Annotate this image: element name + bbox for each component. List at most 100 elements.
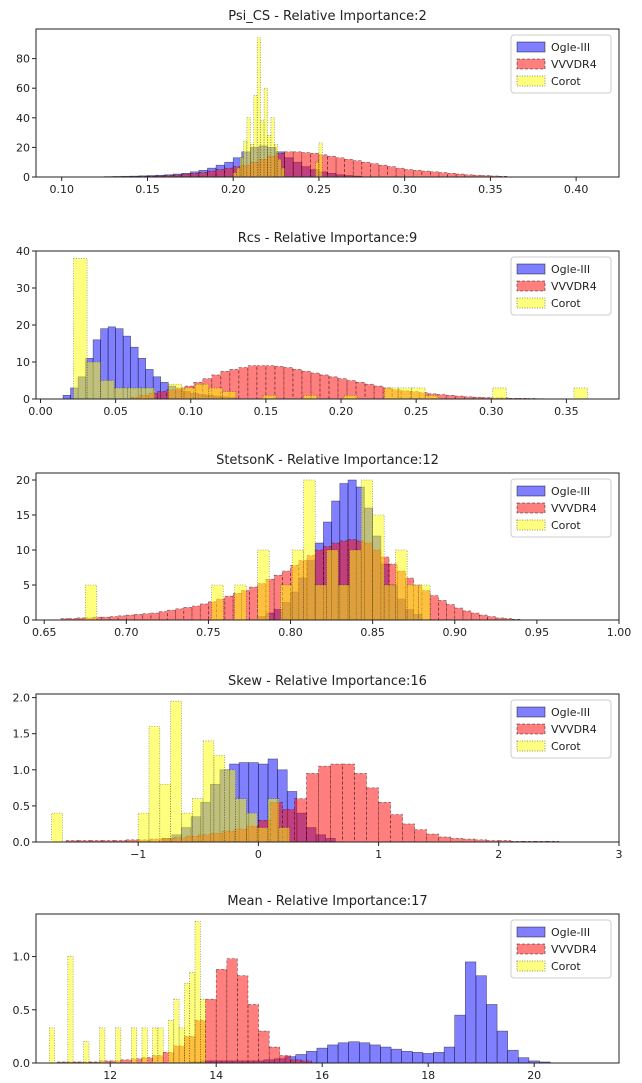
bars (104, 37, 508, 177)
bar-vvvdr4-15 (183, 607, 193, 620)
bar-vvvdr4-35 (445, 394, 456, 399)
y-tick-label: 40 (16, 245, 30, 258)
series-corot (73, 258, 588, 399)
subplot-1: Psi_CS - Relative Importance:2 0.10 0.15 0.… (16, 9, 620, 196)
legend-swatch-corot (516, 297, 546, 309)
bar-ogle-iii-0 (62, 394, 71, 399)
y-tick-label: 0.5 (13, 800, 31, 813)
bar-corot-12 (372, 514, 385, 620)
legend-label-vvvdr4: VVVDR4 (551, 723, 597, 736)
bar-vvvdr4-5 (172, 174, 183, 177)
bar-corot-1 (86, 361, 101, 399)
legend-swatch-ogle-iii (516, 706, 546, 718)
bar-vvvdr4-19 (258, 1030, 270, 1063)
bar-vvvdr4-3 (157, 391, 168, 399)
bars (62, 258, 588, 399)
bar-vvvdr4-54 (503, 618, 513, 620)
y-tick-label: 0.0 (13, 836, 31, 849)
bar-corot-11 (178, 1027, 185, 1063)
bar-corot-3 (243, 141, 248, 177)
bar-corot-13 (343, 394, 358, 399)
legend-swatch-vvvdr4 (516, 502, 546, 514)
x-tick-label: 0.15 (135, 183, 160, 196)
bar-vvvdr4-31 (395, 167, 405, 177)
x-tick-label: 0.20 (221, 183, 246, 196)
bar-ogle-iii-30 (507, 1049, 519, 1063)
bar-vvvdr4-12 (158, 611, 168, 620)
bar-vvvdr4-29 (378, 164, 388, 177)
y-tick-label: 0 (23, 171, 30, 184)
y-tick-label: 10 (16, 544, 30, 557)
subplot-5: Mean - Relative Importance:17 12 14 16 18 20 0… (13, 894, 620, 1082)
bar-vvvdr4-15 (265, 365, 276, 399)
y-tick-label: 10 (16, 356, 30, 369)
bar-vvvdr4-45 (429, 595, 439, 620)
bar-vvvdr4-8 (126, 614, 135, 620)
bar-corot-14 (280, 167, 285, 177)
bar-vvvdr4-17 (237, 975, 249, 1063)
bar-vvvdr4-13 (247, 365, 258, 399)
legend-swatch-vvvdr4 (516, 58, 546, 70)
bar-vvvdr4-28 (402, 823, 415, 842)
bar-corot-4 (246, 117, 251, 177)
y-tick-label: 1.5 (13, 728, 31, 741)
bar-vvvdr4-24 (354, 773, 367, 842)
bar-vvvdr4-9 (207, 170, 217, 177)
bar-corot-12 (303, 394, 318, 399)
x-tick-label: 0.20 (329, 405, 354, 418)
legend-swatch-corot (516, 960, 546, 972)
bar-ogle-iii-15 (348, 1041, 360, 1063)
legend-swatch-corot (516, 740, 546, 752)
bar-vvvdr4-24 (335, 157, 345, 177)
x-tick-label: 0.00 (28, 405, 53, 418)
legend: Ogle-III VVVDR4 Corot (510, 34, 612, 94)
subplot-4: Skew - Relative Importance:16 −1 0 1 2 3 0.0 0.… (13, 674, 623, 861)
x-tick-label: 0.05 (103, 405, 128, 418)
bar-vvvdr4-51 (479, 614, 488, 620)
bar-corot-6 (167, 383, 183, 399)
bar-corot-8 (213, 755, 226, 842)
bar-corot-14 (395, 549, 408, 620)
bar-vvvdr4-27 (361, 161, 371, 177)
bar-vvvdr4-35 (430, 171, 440, 177)
legend-label-corot: Corot (551, 75, 581, 88)
x-tick-label: −1 (130, 848, 146, 861)
bar-vvvdr4-5 (125, 839, 139, 842)
subplot-title: Psi_CS - Relative Importance:2 (228, 9, 427, 24)
bar-corot-3 (257, 549, 270, 620)
x-tick-label: 0.30 (479, 405, 504, 418)
bars (60, 479, 521, 620)
bar-corot-6 (253, 95, 258, 177)
bar-vvvdr4-11 (224, 167, 234, 177)
bar-corot-9 (337, 584, 350, 620)
legend-swatch-vvvdr4 (516, 723, 546, 735)
axes-frame (35, 28, 620, 178)
bar-vvvdr4-41 (481, 175, 491, 177)
subplot-2: Rcs - Relative Importance:9 0.00 0.05 0.10 0… (16, 231, 620, 418)
bar-corot-10 (235, 798, 247, 842)
bar-corot-11 (270, 117, 275, 177)
bar-vvvdr4-12 (238, 367, 249, 399)
bar-vvvdr4-26 (364, 383, 375, 399)
bar-ogle-iii-27 (475, 975, 487, 1063)
axes-frame (35, 913, 620, 1064)
bar-vvvdr4-23 (337, 378, 348, 399)
bar-vvvdr4-16 (191, 605, 201, 620)
bar-vvvdr4-27 (373, 385, 384, 399)
bar-corot-2 (100, 380, 115, 399)
bar-corot-10 (222, 391, 237, 399)
y-tick-label: 20 (16, 319, 30, 332)
bar-corot-13 (267, 798, 280, 842)
bar-corot-19 (573, 387, 588, 399)
bar-corot-4 (170, 700, 182, 842)
bar-vvvdr4-10 (142, 613, 152, 620)
bar-corot-5 (250, 144, 255, 177)
legend-swatch-corot (516, 519, 546, 531)
bar-ogle-iii-14 (337, 1042, 350, 1063)
bar-corot-7 (181, 387, 196, 399)
series-ogle-iii (189, 961, 551, 1063)
bar-vvvdr4-34 (474, 839, 488, 842)
bar-vvvdr4-42 (490, 175, 500, 177)
bar-vvvdr4-14 (256, 365, 267, 399)
bar-vvvdr4-30 (426, 833, 439, 842)
